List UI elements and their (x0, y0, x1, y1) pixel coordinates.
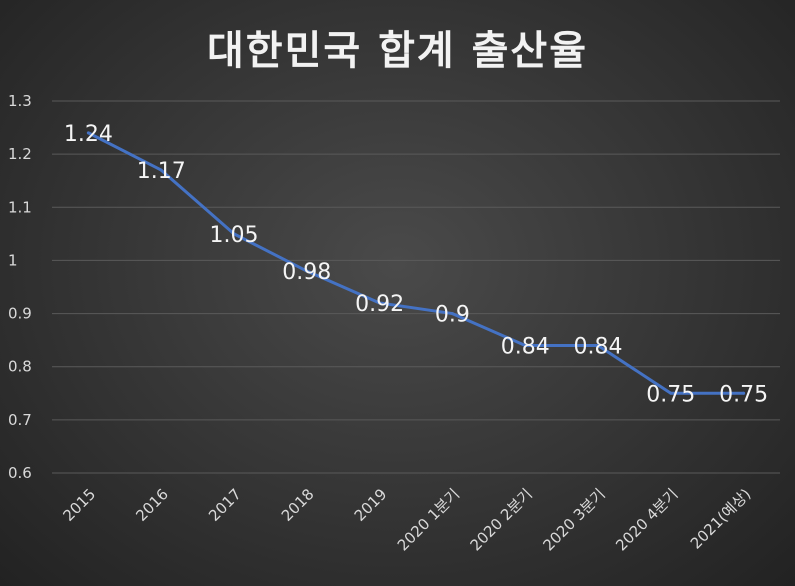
data-label: 1.05 (210, 223, 259, 248)
y-tick-label: 0.9 (8, 305, 32, 323)
y-tick-label: 1.3 (8, 92, 32, 110)
data-point (305, 269, 309, 273)
y-tick-label: 0.7 (8, 411, 32, 429)
data-label: 0.98 (282, 260, 331, 285)
x-tick-label: 2016 (132, 485, 172, 525)
data-label: 0.92 (355, 292, 404, 317)
data-label: 0.75 (646, 382, 695, 407)
data-point (450, 312, 454, 316)
data-point (523, 343, 527, 347)
x-tick-label: 2021(예상) (687, 485, 755, 553)
x-tick-label: 2020 3분기 (539, 485, 608, 554)
data-point (159, 168, 163, 172)
data-point (232, 232, 236, 236)
y-tick-label: 0.6 (8, 464, 32, 482)
data-label: 1.17 (137, 159, 186, 184)
x-tick-label: 2020 1분기 (394, 485, 463, 554)
data-label: 0.75 (719, 382, 768, 407)
x-tick-label: 2017 (205, 485, 245, 525)
data-point (86, 131, 90, 135)
y-tick-label: 1.1 (8, 198, 32, 216)
data-point (669, 391, 673, 395)
x-tick-label: 2015 (59, 485, 99, 525)
data-label: 1.24 (64, 122, 113, 147)
x-tick-label: 2020 4분기 (612, 485, 681, 554)
data-point (596, 343, 600, 347)
data-label: 0.84 (501, 334, 550, 359)
y-tick-label: 1 (8, 251, 18, 269)
y-tick-label: 0.8 (8, 358, 32, 376)
chart-title: 대한민국 합계 출산율 (206, 28, 589, 74)
x-tick-label: 2020 2분기 (467, 485, 536, 554)
data-point (378, 301, 382, 305)
x-tick-label: 2019 (351, 485, 391, 525)
series-line (86, 131, 746, 395)
y-tick-label: 1.2 (8, 145, 32, 163)
x-tick-label: 2018 (278, 485, 318, 525)
data-label: 0.9 (435, 303, 470, 328)
data-label: 0.84 (574, 334, 623, 359)
data-point (742, 391, 746, 395)
